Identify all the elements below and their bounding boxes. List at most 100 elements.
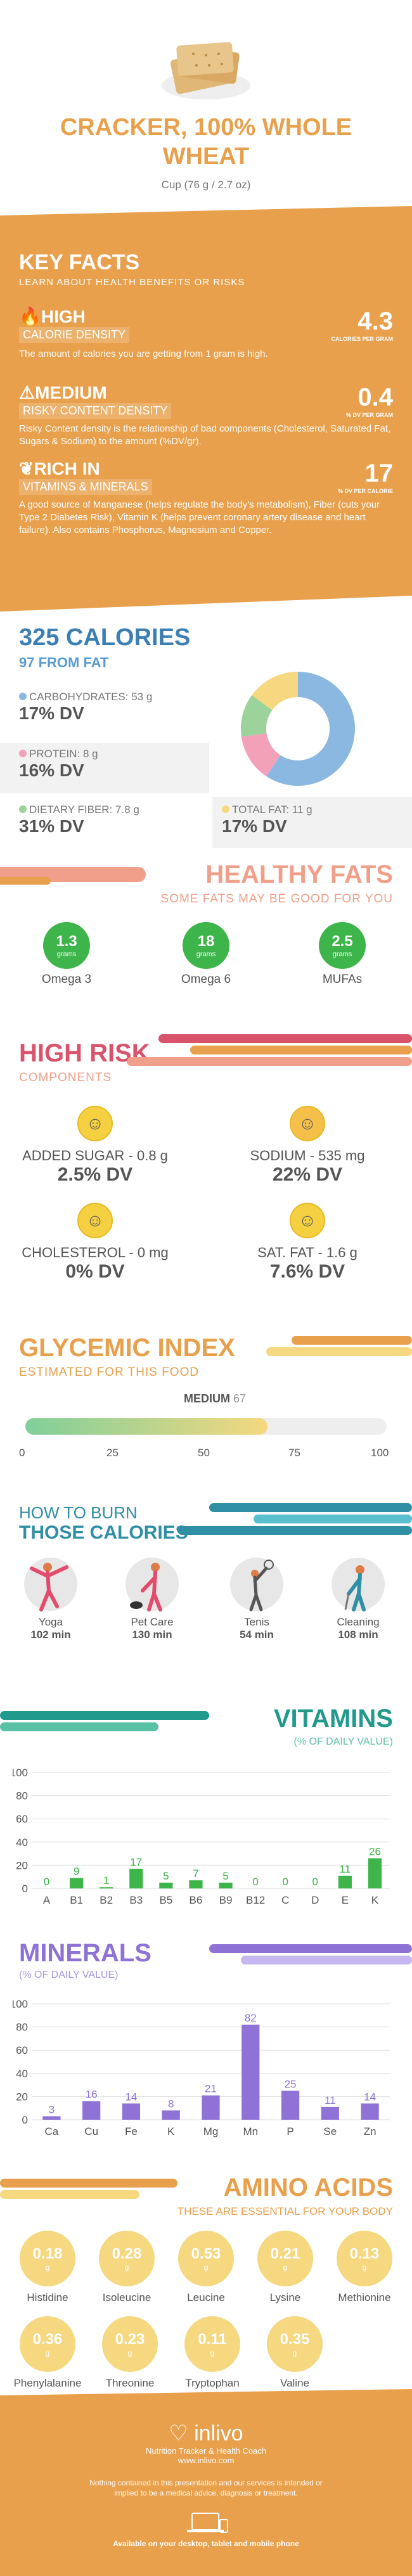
key-fact-level: MEDIUM [35, 383, 107, 402]
title-line-2: WHEAT [162, 143, 250, 170]
amino-circle: 0.18 g [20, 2231, 75, 2286]
carbs-item: CARBOHYDRATES: 53 g 17% DV [19, 691, 209, 724]
key-fact-value-box: 17 % DV PER CALORIE [298, 459, 393, 494]
key-fact-level: RICH IN [34, 459, 100, 478]
bar-value-label: 11 [325, 2094, 336, 2106]
y-tick-label: 100 [13, 1767, 28, 1779]
x-tick-label: Fe [125, 2125, 138, 2137]
carbs-dv: 17% DV [19, 703, 84, 723]
amino-circle: 0.36 g [20, 2316, 75, 2372]
gi-tick: 100 [371, 1447, 389, 1459]
fat-label: Omega 3 [41, 973, 92, 986]
burn-section [0, 1497, 412, 1498]
key-fact-value-box: 0.4 % DV PER GRAM [298, 383, 393, 418]
bar-value-label: 0 [252, 1876, 258, 1888]
risk-sat-fat: ☺ SAT. FAT - 1.6 g 7.6% DV [222, 1203, 393, 1283]
stripe-decoration [254, 1515, 412, 1523]
y-tick-label: 60 [16, 2044, 28, 2056]
bar-B6 [189, 1880, 203, 1888]
footer: ♡ inlivo Nutrition Tracker & Health Coac… [0, 2405, 412, 2576]
fiber-dv: 31% DV [19, 816, 84, 836]
amino-label: Lysine [269, 2291, 301, 2304]
bar-value-label: 11 [340, 1863, 351, 1875]
title-line-1: CRACKER, 100% WHOLE [60, 114, 352, 141]
amino-unit: g [45, 2349, 50, 2357]
key-fact-level: HIGH [41, 307, 86, 326]
amino-unit: g [203, 2263, 209, 2272]
bar-Mn [241, 2024, 260, 2120]
amino-circle: 0.23 g [102, 2316, 158, 2372]
amino-value: 0.11 [198, 2331, 227, 2348]
protein-dv: 16% DV [19, 760, 84, 780]
amino-circle: 0.21 g [257, 2231, 313, 2286]
burn-minutes: 130 min [132, 1629, 172, 1641]
header: CRACKER, 100% WHOLE WHEAT Cup (76 g / 2.… [0, 0, 412, 209]
yoga-icon [24, 1558, 77, 1612]
amino-unit: g [362, 2263, 367, 2272]
amino-circle: 0.35 g [267, 2316, 323, 2372]
y-tick-label: 60 [16, 1813, 28, 1825]
footer-brand[interactable]: ♡ inlivo [0, 2421, 412, 2446]
leaf-icon: ❦ [19, 459, 34, 478]
burn-minutes: 102 min [30, 1629, 71, 1641]
amino-unit: g [283, 2263, 288, 2272]
amino-unit: g [45, 2263, 50, 2272]
fat-item: TOTAL FAT: 11 g 17% DV [222, 804, 399, 836]
bar-value-label: 25 [285, 2078, 297, 2090]
amino-unit: g [210, 2349, 215, 2357]
key-fact-value-box: 4.3 CALORIES PER GRAM [298, 307, 393, 342]
page-title: CRACKER, 100% WHOLE WHEAT [0, 113, 412, 171]
burn-label: Cleaning [337, 1616, 380, 1628]
fat-value: 1.3 [56, 933, 77, 950]
glycemic-value: 67 [233, 1392, 247, 1405]
amino-label: Tryptophan [185, 2377, 240, 2389]
stripe-decoration [0, 1711, 209, 1720]
protein-item-bg [0, 743, 209, 793]
burn-title-2: THOSE CALORIES [19, 1522, 188, 1543]
burn-label: Yoga [38, 1616, 63, 1628]
x-tick-label: E [342, 1894, 349, 1906]
glycemic-subtitle: ESTIMATED FOR THIS FOOD [19, 1366, 200, 1379]
fat-unit: grams [56, 951, 77, 958]
y-tick-label: 20 [16, 1859, 28, 1871]
bar-B3 [129, 1868, 143, 1888]
bar-K [368, 1858, 382, 1888]
bar-B9 [219, 1882, 233, 1888]
risk-label: SODIUM - 535 mg [250, 1148, 365, 1163]
smiley-icon: ☺ [290, 1106, 325, 1141]
amino-value: 0.28 [112, 2245, 142, 2262]
stripe-decoration [0, 2179, 177, 2188]
burn-item-cleaning: Cleaning 108 min [320, 1556, 396, 1641]
key-fact-calorie-density: 🔥HIGH CALORIE DENSITY The amount of calo… [19, 306, 292, 361]
fat-dv: 17% DV [222, 816, 287, 836]
bar-Fe [122, 2103, 141, 2120]
y-tick-label: 80 [16, 2022, 28, 2034]
calories-title: 325 CALORIES [19, 624, 191, 651]
footer-url[interactable]: www.inlivo.com [177, 2456, 235, 2465]
x-tick-label: B3 [129, 1894, 143, 1906]
amino-circle: 0.28 g [99, 2231, 155, 2286]
bar-value-label: 8 [168, 2098, 174, 2110]
fat-label: Omega 6 [181, 973, 231, 986]
burn-title-1: HOW TO BURN [19, 1503, 138, 1522]
high-risk-subtitle: COMPONENTS [19, 1071, 112, 1084]
fat-unit: grams [196, 951, 216, 958]
key-fact-value: 17 [364, 459, 394, 487]
donut-fat-slice [252, 672, 298, 710]
bar-value-label: 7 [193, 1868, 198, 1880]
fat-label: MUFAs [322, 973, 363, 986]
bar-value-label: 5 [163, 1870, 169, 1882]
bar-value-label: 0 [282, 1876, 288, 1888]
amino-label: Isoleucine [102, 2291, 151, 2304]
x-tick-label: B12 [246, 1894, 265, 1906]
bar-value-label: 0 [44, 1876, 49, 1888]
stripe-decoration [292, 1336, 412, 1345]
fat-item-omega3: 1.3 grams Omega 3 [38, 922, 95, 987]
fat-circle: 1.3 grams [43, 922, 90, 969]
key-fact-name: VITAMINS & MINERALS [19, 479, 152, 495]
amino-item: 0.11 g Tryptophan [177, 2316, 247, 2390]
bar-value-label: 1 [103, 1874, 109, 1887]
burn-label: Tenis [244, 1616, 269, 1628]
amino-value: 0.35 [280, 2331, 310, 2348]
fiber-item: DIETARY FIBER: 7.8 g 31% DV [19, 804, 209, 836]
